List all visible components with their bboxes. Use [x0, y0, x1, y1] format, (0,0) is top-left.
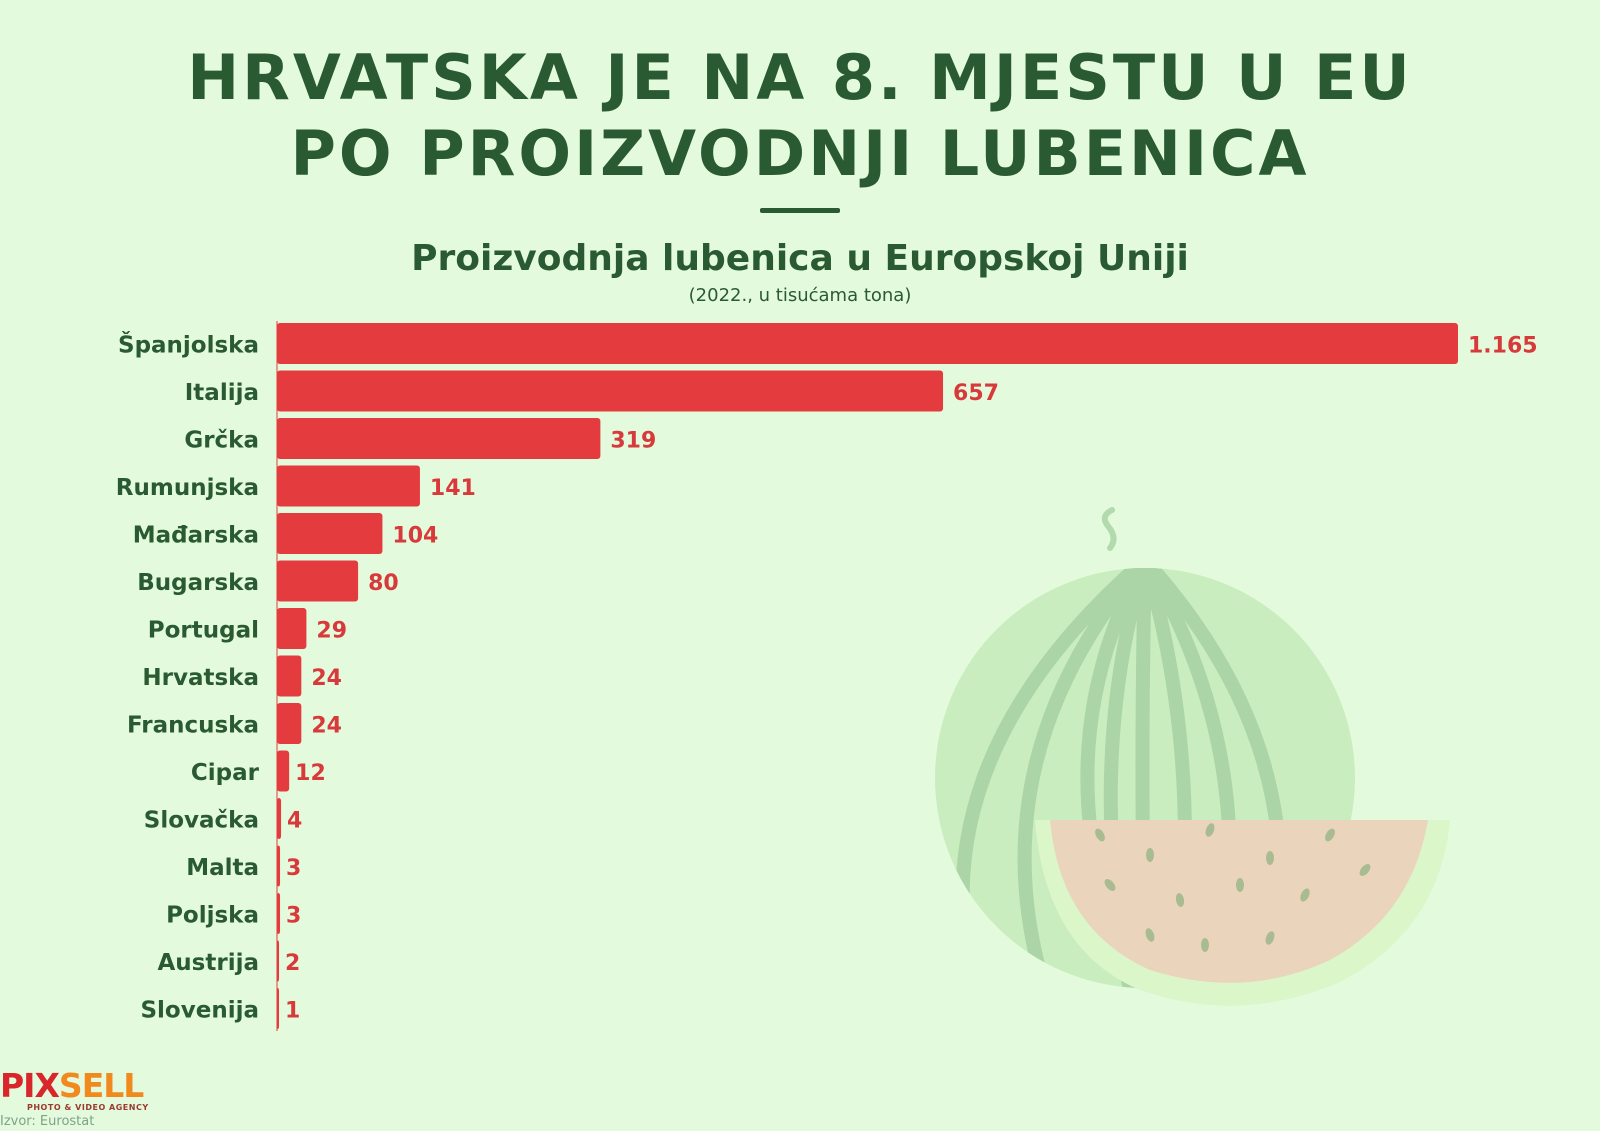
- bar: [277, 560, 359, 602]
- category-label: Poljska: [166, 903, 259, 929]
- chart-subtitle: (2022., u tisućama tona): [688, 285, 912, 306]
- value-label: 12: [295, 761, 326, 786]
- bar: [277, 940, 280, 982]
- headline-line-2: PO PROIZVODNJI LUBENICA: [290, 117, 1310, 190]
- value-label: 24: [311, 666, 342, 691]
- logo-part-1: PIX: [0, 1066, 60, 1105]
- bar: [277, 465, 420, 507]
- category-label: Slovenija: [140, 998, 259, 1024]
- bar: [277, 988, 279, 1029]
- title-divider: [760, 208, 840, 213]
- headline-line-1: HRVATSKA JE NA 8. MJESTU U EU: [187, 41, 1413, 114]
- category-label: Hrvatska: [142, 665, 259, 691]
- source-note: Izvor: Eurostat: [0, 1114, 95, 1129]
- bar: [277, 750, 290, 792]
- bar-chart: Španjolska 1.165 Italija 657 Grčka 319 Rumunjs…: [116, 321, 1538, 1031]
- value-label: 4: [287, 809, 302, 834]
- bars-group: Španjolska 1.165 Italija 657 Grčka 319 Rumunjs…: [116, 321, 1538, 1031]
- category-label: Grčka: [184, 428, 259, 454]
- category-label: Malta: [186, 855, 259, 881]
- value-label: 24: [311, 714, 342, 739]
- category-label: Cipar: [191, 760, 260, 786]
- value-label: 3: [286, 904, 301, 929]
- bar: [277, 513, 383, 554]
- category-label: Bugarska: [137, 570, 259, 596]
- bar: [277, 845, 281, 887]
- category-label: Italija: [185, 380, 259, 406]
- category-label: Francuska: [127, 713, 259, 739]
- category-label: Španjolska: [118, 331, 259, 359]
- category-label: Portugal: [148, 618, 259, 644]
- value-label: 2: [285, 951, 300, 976]
- value-label: 1: [285, 999, 300, 1024]
- bar: [277, 798, 282, 839]
- category-label: Slovačka: [144, 808, 259, 834]
- value-label: 319: [610, 429, 656, 454]
- bar: [277, 323, 1458, 364]
- value-label: 1.165: [1468, 334, 1538, 359]
- bar: [277, 703, 302, 744]
- bar: [277, 370, 944, 412]
- bar: [277, 655, 302, 697]
- pixsell-logo: PIXSELL: [0, 1066, 144, 1105]
- value-label: 29: [316, 619, 347, 644]
- bar: [277, 418, 601, 459]
- category-label: Austrija: [158, 950, 260, 976]
- category-label: Mađarska: [133, 523, 259, 549]
- value-label: 104: [392, 524, 438, 549]
- logo-part-2: SELL: [58, 1066, 144, 1105]
- value-label: 141: [430, 476, 476, 501]
- value-label: 3: [286, 856, 301, 881]
- bar: [277, 608, 307, 649]
- bar: [277, 893, 281, 934]
- logo-tagline: PHOTO & VIDEO AGENCY: [27, 1103, 149, 1112]
- chart-title: Proizvodnja lubenica u Europskoj Uniji: [411, 238, 1189, 279]
- value-label: 80: [368, 571, 399, 596]
- category-label: Rumunjska: [116, 475, 259, 501]
- value-label: 657: [953, 381, 999, 406]
- watermelon-illustration: [935, 507, 1450, 1006]
- headline: HRVATSKA JE NA 8. MJESTU U EU PO PROIZVO…: [0, 40, 1600, 192]
